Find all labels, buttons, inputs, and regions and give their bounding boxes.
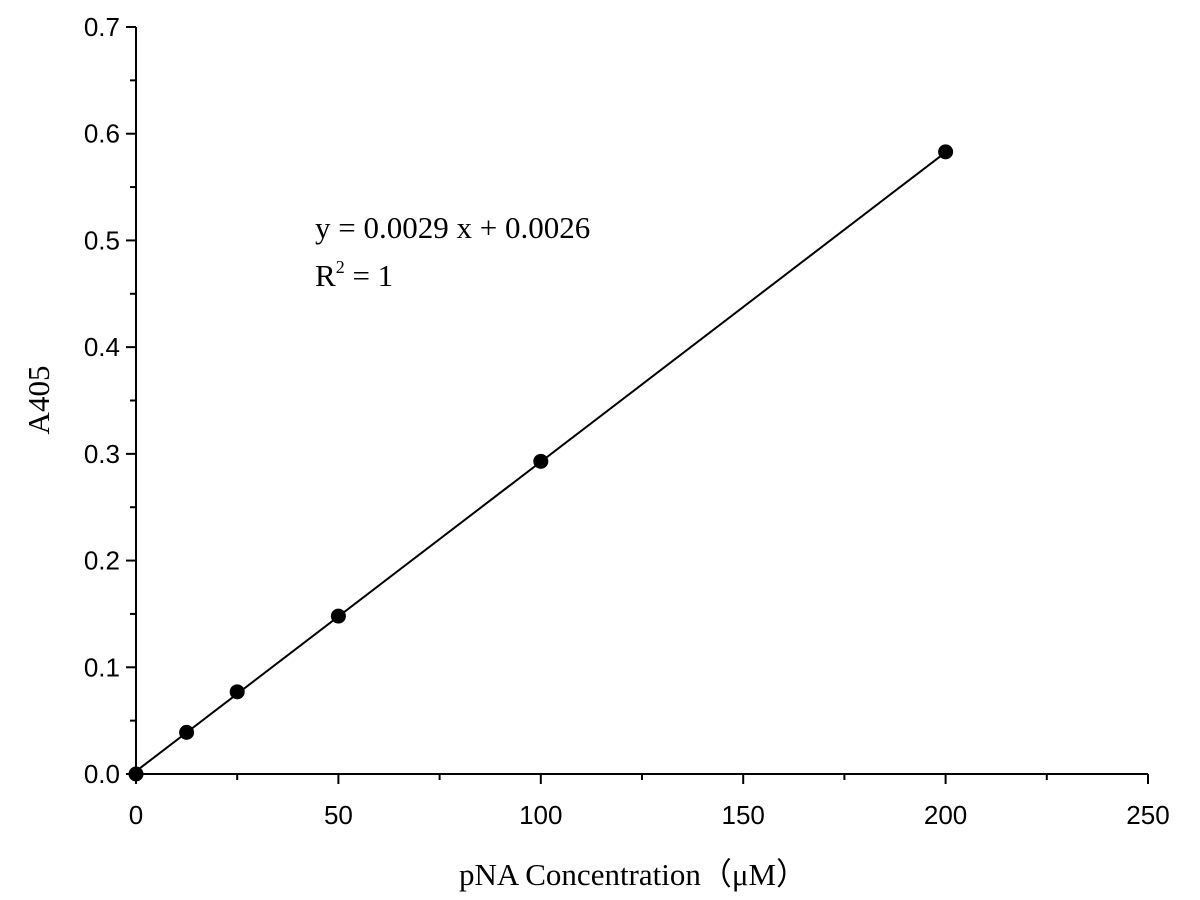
tick-labels: 0 50 100 150 200 250 0.0 0.1 0.2 0.3 0.4 0.5 0.6 0.7 [84, 12, 1170, 830]
x-tick-label: 200 [924, 800, 967, 830]
data-point [229, 684, 245, 700]
y-axis-label: A405 [21, 366, 56, 435]
y-tick-label: 0.1 [84, 652, 120, 682]
data-point [533, 453, 549, 469]
fit-equation: y = 0.0029 x + 0.0026 [315, 210, 590, 245]
data-point [938, 144, 954, 160]
r-squared: R2 = 1 [315, 257, 393, 293]
data-points [128, 144, 954, 782]
y-tick-label: 0.3 [84, 439, 120, 469]
y-tick-label: 0.0 [84, 759, 120, 789]
ticks [126, 26, 1149, 784]
data-point [179, 724, 195, 740]
r-squared-exponent: 2 [336, 257, 345, 277]
axes [135, 27, 1148, 775]
r-squared-suffix: = 1 [345, 258, 393, 293]
y-tick-label: 0.5 [84, 225, 120, 255]
y-tick-label: 0.2 [84, 546, 120, 576]
x-tick-label: 250 [1126, 800, 1169, 830]
r-squared-prefix: R [315, 258, 336, 293]
x-tick-label: 100 [519, 800, 562, 830]
y-tick-label: 0.7 [84, 12, 120, 42]
x-tick-label: 0 [129, 800, 143, 830]
x-axis-label: pNA Concentration（μM） [459, 857, 807, 892]
y-tick-label: 0.4 [84, 332, 120, 362]
y-tick-label: 0.6 [84, 119, 120, 149]
data-point [128, 766, 144, 782]
x-tick-label: 150 [722, 800, 765, 830]
x-tick-label: 50 [324, 800, 353, 830]
data-point [330, 608, 346, 624]
